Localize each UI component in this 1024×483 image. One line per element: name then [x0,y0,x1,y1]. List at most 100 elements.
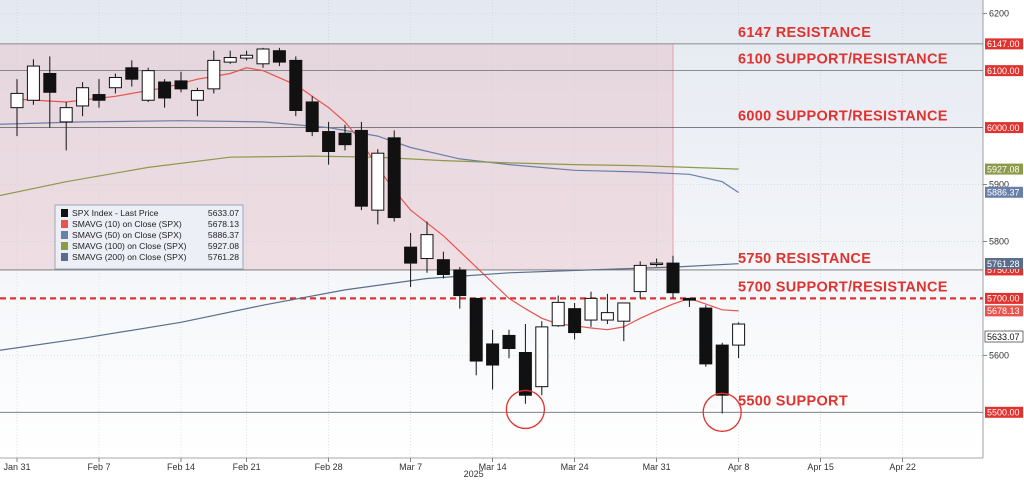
candle [584,291,598,327]
candle [518,324,532,404]
candle-body-down [354,129,368,207]
candle-body-up [26,65,40,101]
y-tick-label: 5900 [989,180,1009,190]
candle [699,305,713,367]
legend-header-label: SPX Index - Last Price [72,208,159,218]
candle-body-up [420,234,434,260]
candle-body-up [207,59,221,90]
candle-body-up [535,326,549,388]
level-annotation: 5750 RESISTANCE [738,251,871,267]
candle-body-down [568,308,582,334]
candle [76,82,90,117]
candle-body-down [387,137,401,219]
legend-swatch-price [61,209,68,217]
x-tick-label: Mar 31 [643,462,671,472]
level-tag-box [985,65,1023,77]
candle-body-up [617,302,631,322]
legend-series-value: 5678.13 [208,219,239,229]
candle [272,47,286,67]
candle-body-up [190,90,204,101]
candle [354,121,368,211]
circle-mark [505,389,546,430]
level-annotation: 6100 SUPPORT/RESISTANCE [738,52,948,68]
legend-box [54,204,244,270]
level-annotation: 5500 SUPPORT [738,393,848,409]
candle-body-down [174,80,188,90]
legend-header-value: 5633.07 [208,208,239,218]
candle-body-up [633,264,647,293]
candle-body-up [600,312,614,321]
legend-series-name: SMAVG (100) on Close (SPX) [72,241,187,251]
level-tag-box [985,292,1023,304]
candle [141,67,155,102]
candle-body-down [43,72,57,93]
candle [207,50,221,94]
legend-series-name: SMAVG (200) on Close (SPX) [72,252,187,262]
candle-body-down [436,259,450,275]
x-tick-label: Mar 24 [561,462,589,472]
candle-body-down [289,59,303,111]
legend-swatch [61,242,68,250]
candle [715,342,729,414]
candle-body-down [469,297,483,362]
candle [387,130,401,222]
candle [371,149,385,225]
candle [256,47,270,68]
candle-body-down [486,343,500,366]
ma-line-3 [0,155,739,197]
candle [486,329,500,390]
candle-body-up [371,152,385,211]
x-year-label: 2025 [464,469,484,478]
candle-body-up [732,323,746,346]
value-tag-box [985,163,1023,175]
candle [223,50,237,64]
candle [305,96,319,137]
x-tick-label: Apr 22 [889,462,916,472]
candle-body-down [272,50,286,63]
candle-body-down [338,132,352,146]
candle-body-down [518,352,532,396]
candle-body-down [502,334,516,350]
candle-body-down [715,344,729,396]
x-tick-label: Feb 14 [167,462,195,472]
right-axis-background [983,0,1024,478]
candle [666,255,680,299]
candle-body-down [305,101,319,133]
candle [568,302,582,340]
candle [125,60,139,87]
y-tick-label: 5800 [989,236,1009,246]
level-tag-box [985,38,1023,50]
candle-body-up [76,87,90,107]
value-tag-text: 5678.13 [987,306,1020,316]
level-tag-box [985,122,1023,134]
level-annotation: 6147 RESISTANCE [738,25,871,41]
value-tag-text: 5927.08 [987,164,1020,174]
ma-line-2 [0,120,739,194]
legend-series-value: 5761.28 [208,252,239,262]
level-tag-text: 6000.00 [987,123,1020,133]
candle-body-up [141,70,155,101]
candle [617,302,631,342]
candle [10,79,24,137]
candle [43,56,57,128]
candle [240,50,254,61]
level-annotation: 6000 SUPPORT/RESISTANCE [738,109,948,125]
level-annotation: 5700 SUPPORT/RESISTANCE [738,279,948,295]
candle-body-down [322,131,336,152]
y-tick-label: 5600 [989,350,1009,360]
value-tag-box [984,330,1024,343]
value-tag-box [985,258,1023,270]
x-tick-label: Feb 7 [87,462,110,472]
candle-body-up [256,48,270,65]
legend-series-value: 5886.37 [208,230,239,240]
value-tag-text: 5761.28 [987,259,1020,269]
candle [338,124,352,151]
y-tick-label: 6200 [989,9,1009,19]
level-tag-box [985,406,1023,418]
x-tick-label: Apr 15 [807,462,834,472]
x-tick-label: Feb 21 [233,462,261,472]
level-tag-text: 6147.00 [987,39,1020,49]
candle-body-down [404,246,418,264]
